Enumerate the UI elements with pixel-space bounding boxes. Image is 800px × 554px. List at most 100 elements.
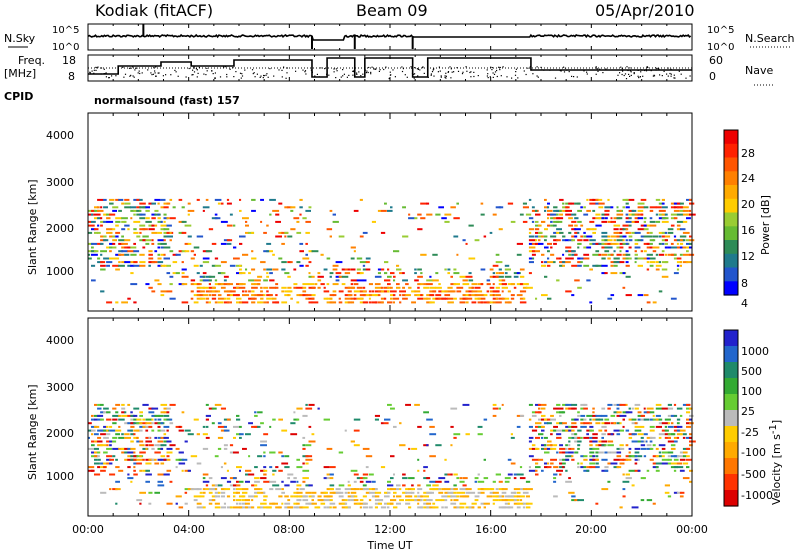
echo-cell [631,433,637,436]
echo-cell [263,433,269,436]
echo-cell [154,198,161,201]
echo-cell [326,283,330,286]
echo-cell [634,403,641,406]
freq-point [653,75,656,77]
echo-cell [94,250,99,253]
echo-cell [350,488,356,491]
echo-cell [574,253,578,256]
freq-point [402,68,404,70]
echo-cell [643,235,650,238]
freq-point [366,70,368,72]
echo-cell [634,469,640,472]
echo-cell [544,444,547,447]
freq-point [132,66,134,68]
echo-cell [637,411,642,414]
echo-cell [646,235,653,238]
echo-cell [308,206,312,209]
echo-cell [396,502,401,505]
echo-cell [323,506,327,509]
echo-cell [94,231,98,234]
echo-cell [151,290,156,293]
echo-cell [214,198,222,201]
echo-cell [91,264,96,267]
echo-cell [127,228,130,231]
echo-cell [245,506,249,509]
echo-cell [145,480,150,483]
echo-cell [637,202,645,205]
nsearch-label: N.Search [745,32,795,45]
echo-cell [528,257,534,260]
freq-point [326,73,328,75]
echo-cell [263,473,267,476]
echo-cell [616,422,620,425]
echo-cell [673,425,679,428]
echo-cell [462,239,466,242]
colorbar-swatch [724,426,738,443]
freq-point [342,69,344,71]
echo-cell [634,231,641,234]
echo-cell [196,290,202,293]
echo-cell [589,436,593,439]
echo-cell [640,235,647,238]
echo-cell [538,458,544,461]
echo-cell [387,209,393,212]
echo-cell [634,253,638,256]
echo-cell [689,242,693,245]
echo-cell [245,473,251,476]
echo-cell [121,301,128,304]
freq-point [360,75,362,77]
freq-point [640,71,642,73]
echo-cell [679,458,686,461]
freq-point [388,77,390,80]
freq-point [265,74,267,76]
echo-cell [350,491,357,494]
echo-cell [571,235,575,238]
echo-cell [245,268,248,271]
echo-cell [217,290,221,293]
echo-cell [417,458,420,461]
echo-cell [535,422,542,425]
echo-cell [465,491,470,494]
echo-cell [233,246,237,249]
echo-cell [100,242,104,245]
echo-cell [604,466,609,469]
echo-cell [583,264,590,267]
echo-cell [109,473,116,476]
echo-cell [661,268,668,271]
echo-cell [556,403,561,406]
echo-cell [513,499,519,502]
freq-point [430,74,432,76]
echo-cell [528,198,532,201]
echo-cell [577,220,582,223]
echo-cell [178,250,183,253]
power-colorbar [724,130,738,296]
echo-cell [528,455,534,458]
echo-cell [483,506,486,509]
echo-cell [236,418,241,421]
echo-cell [269,294,273,297]
echo-cell [329,275,332,278]
echo-cell [601,488,609,491]
echo-cell [353,499,359,502]
echo-cell [139,411,143,414]
freq-point [214,77,216,79]
echo-cell [139,224,146,227]
echo-cell [130,414,135,417]
freq-point [669,72,671,75]
echo-cell [625,275,631,278]
echo-cell [103,466,107,469]
echo-cell [559,209,562,212]
echo-cell [350,495,355,498]
colorbar-swatch [724,281,738,296]
echo-cell [97,436,102,439]
echo-cell [426,491,432,494]
echo-cell [643,294,649,297]
echo-cell [553,231,558,234]
echo-cell [163,239,166,242]
echo-cell [190,297,194,300]
echo-cell [220,286,226,289]
echo-cell [202,488,206,491]
echo-cell [580,436,583,439]
echo-cell [670,217,676,220]
echo-cell [356,272,362,275]
